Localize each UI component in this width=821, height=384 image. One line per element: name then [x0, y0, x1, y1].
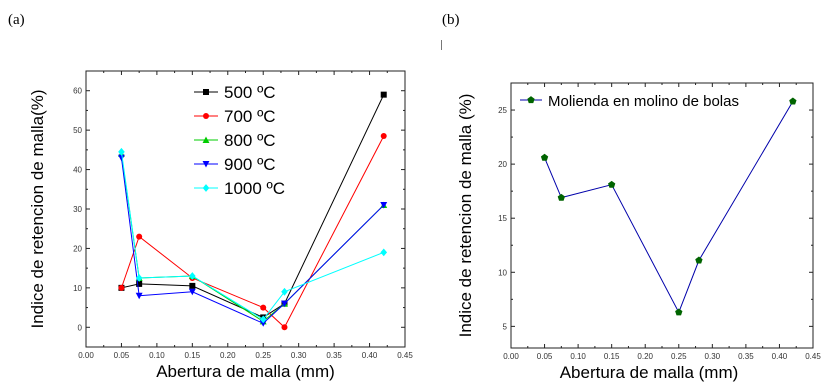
data-point-3 — [188, 288, 196, 296]
data-point-0 — [789, 97, 797, 105]
x-tick-label: 0.10 — [570, 352, 586, 361]
data-point-4 — [259, 315, 267, 324]
data-point-4 — [118, 147, 125, 156]
data-point-3 — [380, 202, 388, 209]
data-point-4 — [380, 248, 388, 257]
data-point-1 — [260, 304, 267, 311]
x-tick-label: 0.05 — [114, 351, 130, 360]
legend-label-3: 900 ºC — [224, 155, 276, 174]
x-tick-label: 0.00 — [78, 351, 94, 360]
y-tick-label: 10 — [498, 268, 507, 277]
data-point-4 — [281, 287, 288, 296]
x-tick-label: 0.15 — [185, 351, 201, 360]
data-point-0 — [695, 256, 703, 264]
y-tick-label: 25 — [498, 106, 507, 115]
x-tick-label: 0.45 — [805, 352, 821, 361]
data-point-3 — [135, 292, 143, 300]
x-tick-label: 0.10 — [149, 351, 165, 360]
data-point-0 — [608, 180, 616, 188]
data-point-3 — [259, 320, 267, 327]
x-tick-label: 0.05 — [537, 352, 553, 361]
data-point-1 — [380, 133, 387, 140]
series-line-1 — [120, 135, 385, 329]
data-point-4 — [189, 272, 196, 280]
x-axis-title: Abertura de malla (mm) — [560, 363, 739, 382]
series-line-4 — [120, 151, 384, 321]
data-point-3 — [281, 300, 288, 308]
data-point-0 — [675, 308, 683, 316]
y-tick-label: 5 — [503, 322, 508, 331]
y-axis-title: Indice de retencion de malla (%) — [456, 94, 475, 338]
legend-marker-0 — [527, 96, 535, 104]
y-tick-label: 60 — [73, 87, 82, 96]
legend-marker-3 — [202, 161, 210, 168]
legend-marker-1 — [203, 113, 209, 119]
x-tick-label: 0.35 — [326, 351, 342, 360]
data-point-0 — [189, 282, 196, 289]
data-point-1 — [118, 284, 125, 291]
series-line-0 — [544, 101, 794, 314]
x-tick-label: 0.20 — [637, 352, 653, 361]
legend-label-4: 1000 ºC — [224, 179, 285, 198]
x-tick-label: 0.40 — [772, 352, 788, 361]
x-tick-label: 0.15 — [604, 352, 620, 361]
x-tick-label: 0.30 — [291, 351, 307, 360]
x-tick-label: 0.25 — [671, 352, 687, 361]
legend-marker-4 — [202, 184, 210, 192]
x-tick-label: 0.35 — [738, 352, 754, 361]
legend-marker-0 — [203, 89, 209, 95]
y-tick-label: 10 — [73, 284, 82, 293]
x-tick-label: 0.30 — [705, 352, 721, 361]
data-point-0 — [540, 153, 549, 161]
x-tick-label: 0.20 — [220, 351, 236, 360]
series-line-3 — [120, 157, 385, 324]
x-tick-label: 0.40 — [362, 351, 378, 360]
data-point-0 — [136, 280, 143, 287]
data-point-1 — [281, 324, 288, 331]
legend-label-1: 700 ºC — [224, 107, 276, 126]
x-tick-label: 0.45 — [397, 351, 413, 360]
y-tick-label: 0 — [78, 323, 83, 332]
legend-label-2: 800 ºC — [224, 131, 276, 150]
data-point-3 — [117, 154, 125, 162]
panel-a-label: (a) — [8, 12, 25, 28]
data-point-0 — [557, 193, 565, 201]
y-tick-label: 20 — [73, 244, 82, 253]
panel-b-label: (b) — [442, 12, 460, 28]
data-point-0 — [380, 91, 387, 98]
data-point-4 — [135, 274, 143, 282]
y-tick-label: 30 — [73, 205, 82, 214]
y-axis-title: Indice de retencion de malla(%) — [28, 89, 47, 328]
legend-label-0: Molienda en molino de bolas — [548, 93, 739, 110]
y-tick-label: 15 — [498, 214, 507, 223]
y-tick-label: 50 — [73, 126, 82, 135]
x-tick-label: 0.00 — [503, 352, 519, 361]
data-point-1 — [136, 233, 143, 240]
plot-frame — [510, 82, 814, 349]
y-tick-label: 40 — [73, 166, 82, 175]
legend-marker-2 — [202, 136, 210, 143]
x-axis-title: Abertura de malla (mm) — [156, 362, 335, 381]
legend-label-0: 500 ºC — [224, 83, 276, 102]
y-tick-label: 20 — [498, 160, 507, 169]
stray-mark — [441, 40, 442, 50]
x-tick-label: 0.25 — [255, 351, 271, 360]
